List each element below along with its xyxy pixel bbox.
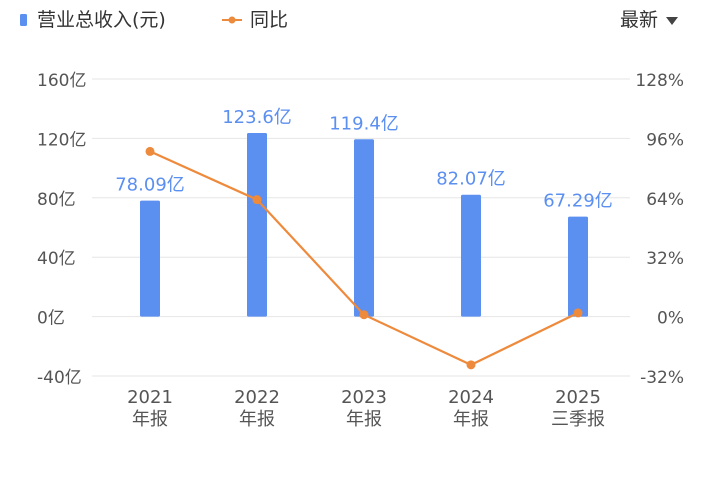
- x-axis-period-label: 三季报: [551, 409, 605, 430]
- legend-line-swatch: [222, 16, 242, 24]
- revenue-bar-value-label: 119.4亿: [329, 113, 399, 134]
- period-filter-label: 最新: [620, 9, 658, 31]
- caret-down-icon: [666, 17, 678, 25]
- x-axis-year-label: 2023: [341, 387, 387, 408]
- right-axis: 128% 96% 64% 32% 0% -32%: [635, 71, 684, 388]
- x-axis-period-label: 年报: [132, 409, 168, 430]
- left-axis-tick-label: 80亿: [37, 190, 76, 210]
- x-axis-period-label: 年报: [239, 409, 275, 430]
- left-axis-tick-label: -40亿: [37, 368, 82, 388]
- x-axis-year-label: 2022: [234, 387, 280, 408]
- legend-line-label: 同比: [250, 9, 288, 31]
- left-axis-tick-label: 120亿: [37, 130, 86, 150]
- right-axis-tick-label: -32%: [640, 368, 684, 388]
- period-filter-dropdown[interactable]: 最新: [620, 9, 678, 31]
- yoy-point[interactable]: [252, 195, 262, 205]
- x-axis-period-label: 年报: [453, 409, 489, 430]
- revenue-bar-value-label: 67.29亿: [543, 191, 613, 212]
- yoy-point[interactable]: [145, 146, 155, 156]
- left-axis-tick-label: 160亿: [37, 71, 86, 91]
- legend-bar-label: 营业总收入(元): [37, 9, 166, 31]
- revenue-bar[interactable]: [568, 216, 588, 317]
- bar-value-labels: 78.09亿 123.6亿 119.4亿 82.07亿 67.29亿: [115, 107, 613, 212]
- left-axis: 160亿 120亿 80亿 40亿 0亿 -40亿: [37, 71, 86, 388]
- revenue-bar[interactable]: [140, 200, 160, 317]
- right-axis-tick-label: 96%: [646, 130, 684, 150]
- bar-series: [140, 133, 588, 317]
- revenue-bar-value-label: 123.6亿: [222, 107, 292, 128]
- legend-bar-swatch: [20, 14, 27, 26]
- x-axis-year-label: 2024: [448, 387, 494, 408]
- revenue-bar-value-label: 82.07亿: [436, 169, 506, 190]
- yoy-line-series: [145, 146, 583, 370]
- legend[interactable]: 营业总收入(元) 同比: [20, 9, 288, 31]
- revenue-bar[interactable]: [461, 194, 481, 317]
- right-axis-tick-label: 32%: [646, 249, 684, 269]
- x-axis-year-label: 2025: [555, 387, 601, 408]
- yoy-point[interactable]: [359, 310, 369, 320]
- yoy-point[interactable]: [466, 360, 476, 370]
- left-axis-tick-label: 0亿: [37, 309, 65, 329]
- revenue-bar[interactable]: [247, 133, 267, 317]
- left-axis-tick-label: 40亿: [37, 249, 76, 269]
- yoy-point[interactable]: [573, 308, 583, 318]
- right-axis-tick-label: 128%: [635, 71, 684, 91]
- x-axis-year-label: 2021: [127, 387, 173, 408]
- revenue-bar[interactable]: [354, 139, 374, 317]
- revenue-bar-value-label: 78.09亿: [115, 175, 185, 196]
- x-axis-period-label: 年报: [346, 409, 382, 430]
- right-axis-tick-label: 0%: [657, 309, 684, 329]
- right-axis-tick-label: 64%: [646, 190, 684, 210]
